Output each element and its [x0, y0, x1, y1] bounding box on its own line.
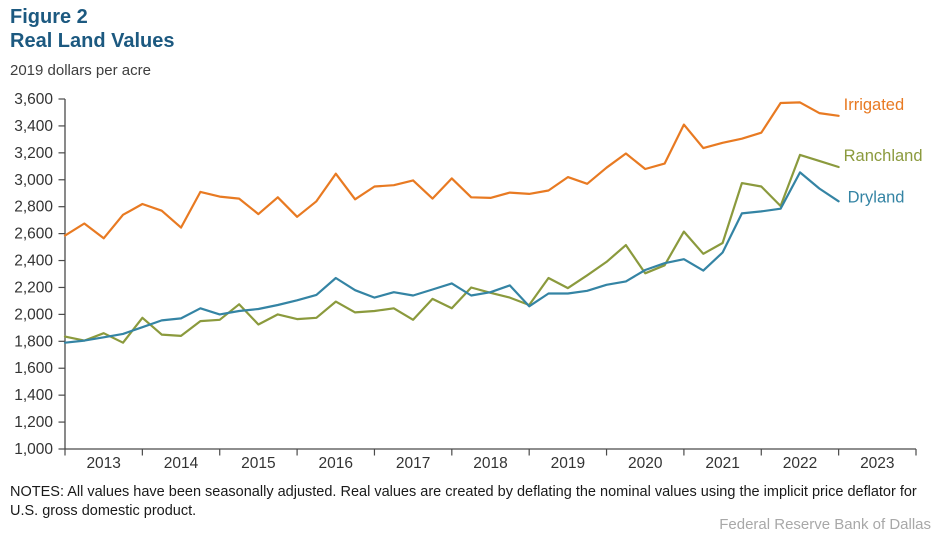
x-axis-year-label: 2020 — [628, 455, 663, 472]
y-axis-tick-label: 1,000 — [14, 441, 53, 458]
y-axis-tick-label: 2,000 — [14, 306, 53, 323]
y-axis-tick-label: 3,600 — [14, 91, 53, 108]
series-line-irrigated — [63, 101, 840, 240]
source-attribution: Federal Reserve Bank of Dallas — [719, 516, 931, 533]
y-axis-tick-label: 3,200 — [14, 145, 53, 162]
x-axis-year-label: 2019 — [551, 455, 585, 472]
x-axis-year-label: 2022 — [783, 455, 817, 472]
legend-label-irrigated: Irrigated — [844, 96, 905, 114]
x-axis-year-label: 2017 — [396, 455, 430, 472]
figure-title-block: Figure 2 Real Land Values — [10, 5, 175, 53]
y-axis-tick-label: 1,200 — [14, 414, 53, 431]
y-axis-tick-label: 2,200 — [14, 279, 53, 296]
y-axis-tick-label: 2,800 — [14, 199, 53, 216]
y-axis-tick-label: 1,400 — [14, 387, 53, 404]
series-line-ranchland — [63, 153, 840, 344]
y-axis-tick-label: 3,000 — [14, 172, 53, 189]
series-line-dryland — [63, 171, 840, 344]
x-axis-year-label: 2014 — [164, 455, 199, 472]
figure-number: Figure 2 — [10, 6, 88, 28]
y-axis-tick-label: 2,600 — [14, 226, 53, 243]
x-axis-year-label: 2023 — [860, 455, 894, 472]
y-axis-tick-label: 1,600 — [14, 360, 53, 377]
legend-label-dryland: Dryland — [848, 188, 905, 206]
y-axis-unit-label: 2019 dollars per acre — [10, 62, 151, 79]
x-axis-year-label: 2013 — [86, 455, 120, 472]
x-axis-year-label: 2015 — [241, 455, 275, 472]
page-title: Real Land Values — [10, 30, 175, 52]
y-axis-tick-label: 1,800 — [14, 333, 53, 350]
y-axis-tick-label: 3,400 — [14, 118, 53, 135]
y-axis-tick-label: 2,400 — [14, 253, 53, 270]
x-axis-year-label: 2021 — [705, 455, 739, 472]
legend-label-ranchland: Ranchland — [844, 147, 923, 165]
chart-notes: NOTES: All values have been seasonally a… — [10, 484, 917, 519]
x-axis-year-label: 2018 — [473, 455, 507, 472]
x-axis-year-label: 2016 — [319, 455, 353, 472]
